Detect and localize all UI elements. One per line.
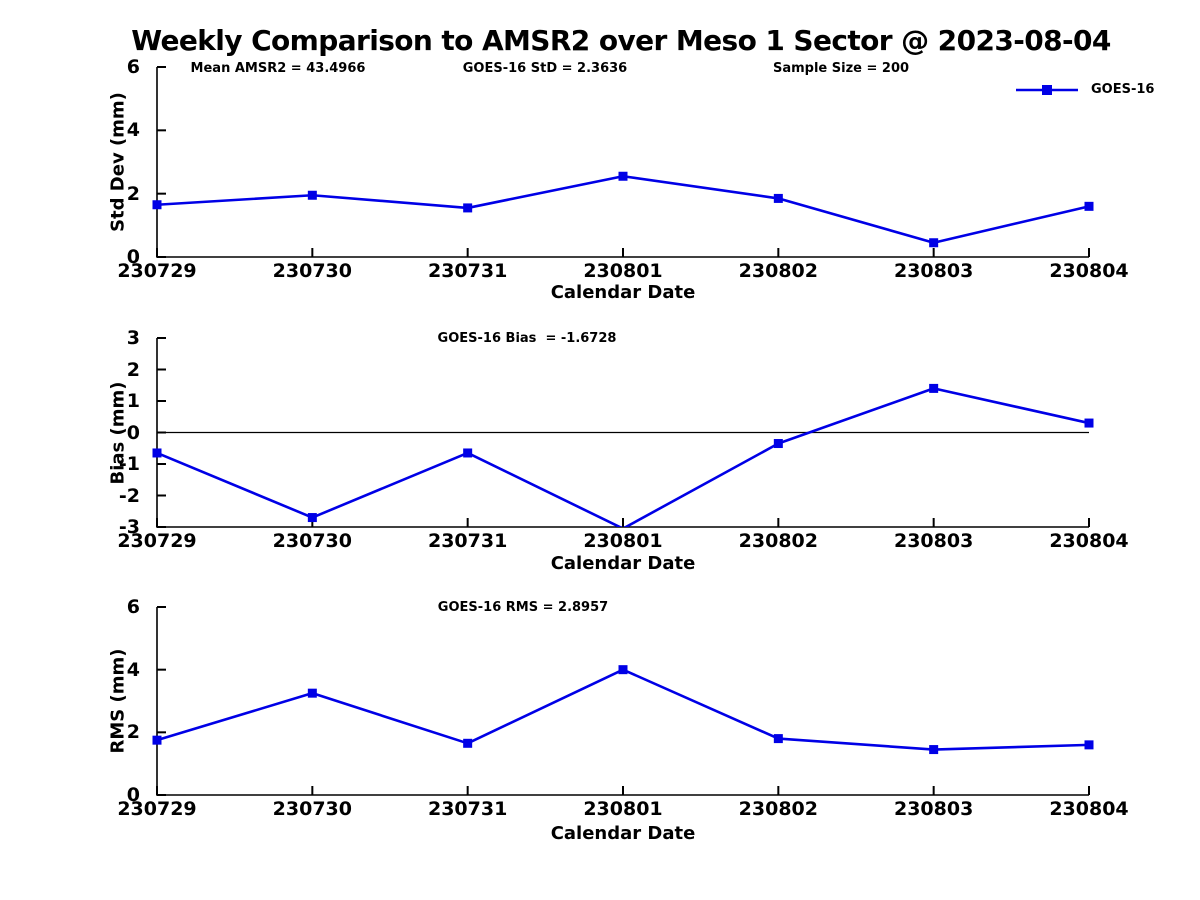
x-axis-title-stddev: Calendar Date <box>550 282 696 303</box>
x-tick-label: 230729 <box>117 530 197 552</box>
annotation-goes16-std: GOES-16 StD = 2.3636 <box>462 61 628 76</box>
chart-title: Weekly Comparison to AMSR2 over Meso 1 S… <box>131 24 1111 57</box>
y-tick-label: 6 <box>126 596 140 618</box>
y-tick-label: 3 <box>126 327 140 349</box>
legend-label: GOES-16 <box>1091 82 1155 97</box>
x-tick-label: 230803 <box>893 798 974 820</box>
x-tick-label: 230801 <box>583 260 663 282</box>
annotation-sample-size: Sample Size = 200 <box>772 61 910 76</box>
y-tick-label: 0 <box>126 246 140 268</box>
x-tick-label: 230731 <box>427 260 508 282</box>
x-tick-label: 230802 <box>738 530 818 552</box>
y-tick-label: 4 <box>126 119 140 142</box>
x-tick-label: 230802 <box>738 798 818 820</box>
x-tick-label: 230729 <box>117 260 197 282</box>
y-tick-label: 1 <box>126 390 140 412</box>
annotation-mean-amsr2: Mean AMSR2 = 43.4966 <box>190 61 366 76</box>
x-tick-label: 230729 <box>117 798 197 820</box>
x-tick-label: 230802 <box>738 260 818 282</box>
legend-line-icon <box>1016 84 1078 95</box>
x-axis-title-bias: Calendar Date <box>550 553 696 574</box>
y-tick-label: 0 <box>126 421 140 444</box>
x-axis-title-rms: Calendar Date <box>550 823 696 844</box>
x-tick-label: 230730 <box>272 798 352 820</box>
x-tick-label: 230803 <box>893 260 974 282</box>
y-tick-label: -3 <box>118 516 140 538</box>
y-tick-label: 0 <box>126 784 140 806</box>
y-axis-title-stddev: Std Dev (mm) <box>107 92 129 232</box>
y-tick-label: -1 <box>118 453 140 475</box>
y-tick-label: 2 <box>126 182 140 205</box>
y-tick-label: -2 <box>118 484 140 507</box>
x-tick-label: 230730 <box>272 260 352 282</box>
y-tick-label: 6 <box>126 56 140 78</box>
y-tick-label: 4 <box>126 658 140 681</box>
x-tick-label: 230803 <box>893 530 974 552</box>
x-tick-label: 230804 <box>1049 530 1129 552</box>
legend: GOES-16 <box>1014 82 1154 97</box>
x-tick-label: 230731 <box>427 798 508 820</box>
y-tick-label: 2 <box>126 358 140 381</box>
x-tick-label: 230804 <box>1049 798 1129 820</box>
x-tick-label: 230731 <box>427 530 508 552</box>
x-tick-label: 230730 <box>272 530 352 552</box>
y-tick-label: 2 <box>126 721 140 744</box>
x-tick-label: 230804 <box>1049 260 1129 282</box>
annotation-goes16-bias: GOES-16 Bias = -1.6728 <box>437 331 617 346</box>
x-tick-label: 230801 <box>583 530 663 552</box>
annotation-goes16-rms: GOES-16 RMS = 2.8957 <box>437 600 609 615</box>
x-tick-label: 230801 <box>583 798 663 820</box>
